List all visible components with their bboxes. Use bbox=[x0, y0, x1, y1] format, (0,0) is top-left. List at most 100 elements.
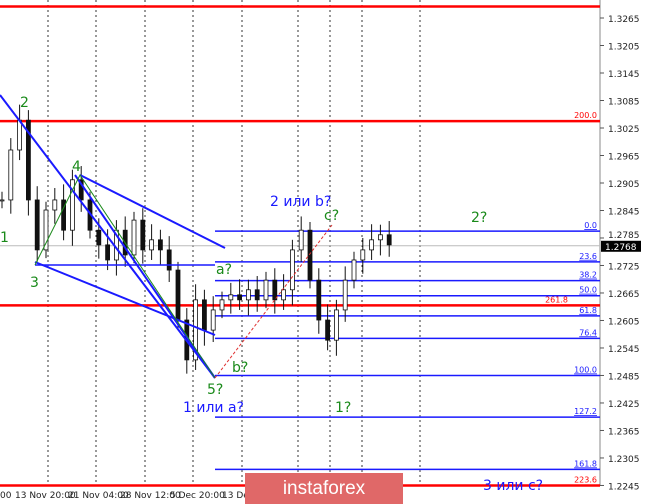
candle-body bbox=[17, 119, 23, 151]
candle-body bbox=[210, 309, 216, 331]
x-tick-label: 5 Dec 20:00 bbox=[170, 491, 225, 501]
candle-body bbox=[96, 229, 102, 246]
candle-body bbox=[105, 244, 110, 261]
candle-body bbox=[245, 289, 251, 301]
candle-body bbox=[360, 249, 366, 261]
candle-body bbox=[298, 229, 304, 251]
instaforex-watermark: instaforex bbox=[245, 473, 403, 504]
candle-body bbox=[316, 279, 322, 321]
candle-body bbox=[228, 294, 234, 301]
y-tick-label: 1.3085 bbox=[608, 97, 640, 107]
wave-label: 1 bbox=[0, 230, 9, 246]
y-tick-label: 1.2725 bbox=[608, 262, 640, 272]
candle-body bbox=[175, 269, 181, 321]
y-tick-label: 1.3265 bbox=[608, 15, 640, 25]
candle-body bbox=[193, 299, 199, 361]
candle-body bbox=[25, 119, 31, 201]
wave-label: 2 bbox=[20, 95, 29, 111]
y-tick-label: 1.2965 bbox=[608, 152, 640, 162]
y-tick-label: 1.2905 bbox=[608, 180, 640, 190]
candle-body bbox=[166, 249, 172, 271]
candle-body bbox=[289, 249, 295, 291]
wave-label: 3 или с? bbox=[483, 478, 543, 494]
fib-level-label: 76.4 bbox=[579, 328, 597, 337]
wave-label: a? bbox=[216, 262, 232, 278]
y-tick-label: 1.2365 bbox=[608, 427, 640, 437]
candle-body bbox=[254, 289, 260, 301]
fib-level-label: 61.8 bbox=[579, 306, 597, 315]
fib-level-label: 161.8 bbox=[574, 459, 597, 468]
candle-body bbox=[0, 199, 5, 202]
y-tick-label: 1.2845 bbox=[608, 207, 640, 217]
wave-label: 5? bbox=[207, 382, 223, 398]
candle-body bbox=[307, 229, 313, 281]
wave-label: 4 bbox=[72, 159, 81, 175]
y-tick-label: 1.2785 bbox=[608, 231, 640, 241]
candle-body bbox=[377, 234, 383, 241]
x-tick-label: 21 Nov 04:00 bbox=[68, 491, 129, 501]
fib-base-line bbox=[214, 224, 333, 379]
fib-level-label: 50.0 bbox=[579, 286, 597, 295]
y-tick-label: 1.2665 bbox=[608, 290, 640, 300]
candle-body bbox=[61, 199, 66, 231]
y-tick-label: 1.2545 bbox=[608, 345, 640, 355]
trend-line bbox=[79, 174, 226, 249]
candle-body bbox=[351, 259, 357, 281]
x-tick-label: 28 Nov 12:00 bbox=[120, 491, 181, 501]
y-tick-label: 1.3025 bbox=[608, 125, 640, 135]
candle-body bbox=[219, 299, 225, 311]
candle-body bbox=[149, 239, 155, 251]
trend-line bbox=[34, 261, 216, 336]
candle-body bbox=[34, 199, 40, 251]
candle-body bbox=[281, 289, 287, 301]
candle-body bbox=[52, 199, 58, 211]
candle-body bbox=[342, 279, 348, 311]
candle-body bbox=[369, 239, 375, 251]
fib-level-label: 100.0 bbox=[574, 365, 597, 374]
wave-label: c? bbox=[324, 208, 339, 224]
candle-body bbox=[333, 309, 339, 341]
wave-label: 2 или b? bbox=[270, 194, 331, 210]
fib-level-label: 0.0 bbox=[584, 221, 597, 230]
current-price-tag bbox=[601, 240, 641, 252]
trend-line bbox=[0, 94, 216, 379]
candle-body bbox=[263, 279, 269, 301]
trend-line bbox=[74, 174, 216, 379]
current-price-label: 1.2768 bbox=[605, 243, 637, 253]
fib-level-label: 127.2 bbox=[574, 407, 597, 416]
y-tick-label: 1.2245 bbox=[608, 482, 640, 492]
x-tick-label: 13 Nov 20:00 bbox=[15, 491, 76, 501]
candle-body bbox=[157, 239, 163, 251]
wave-label: b? bbox=[232, 360, 248, 376]
y-tick-label: 1.3145 bbox=[608, 70, 640, 80]
y-tick-label: 1.2425 bbox=[608, 400, 640, 410]
red-level-label: 223.6 bbox=[574, 475, 597, 484]
candle-body bbox=[70, 179, 75, 231]
y-tick-label: 1.2305 bbox=[608, 455, 640, 465]
candle-body bbox=[272, 279, 278, 301]
candle-body bbox=[140, 219, 146, 251]
candle-body bbox=[43, 209, 49, 251]
x-tick-label: 00 bbox=[0, 491, 12, 501]
y-tick-label: 1.3205 bbox=[608, 42, 640, 52]
candle-body bbox=[78, 179, 84, 201]
red-level-label: 261.8 bbox=[545, 295, 568, 304]
candle-body bbox=[201, 299, 207, 331]
candle-body bbox=[8, 149, 14, 201]
y-tick-label: 1.2605 bbox=[608, 317, 640, 327]
x-tick-label: 13 De bbox=[222, 491, 249, 501]
wave-line bbox=[34, 174, 216, 379]
wave-label: 1 или a? bbox=[183, 400, 244, 416]
wave-label: 3 bbox=[30, 275, 39, 291]
candle-body bbox=[386, 234, 392, 246]
candle-body bbox=[237, 294, 243, 301]
candle-body bbox=[131, 219, 137, 256]
candle-body bbox=[325, 319, 331, 341]
fib-level-label: 23.6 bbox=[579, 252, 597, 261]
y-tick-label: 1.2485 bbox=[608, 372, 640, 382]
red-level-label: 200.0 bbox=[574, 111, 597, 120]
wave-label: 1? bbox=[335, 400, 351, 416]
wave-label: 2? bbox=[471, 210, 487, 226]
